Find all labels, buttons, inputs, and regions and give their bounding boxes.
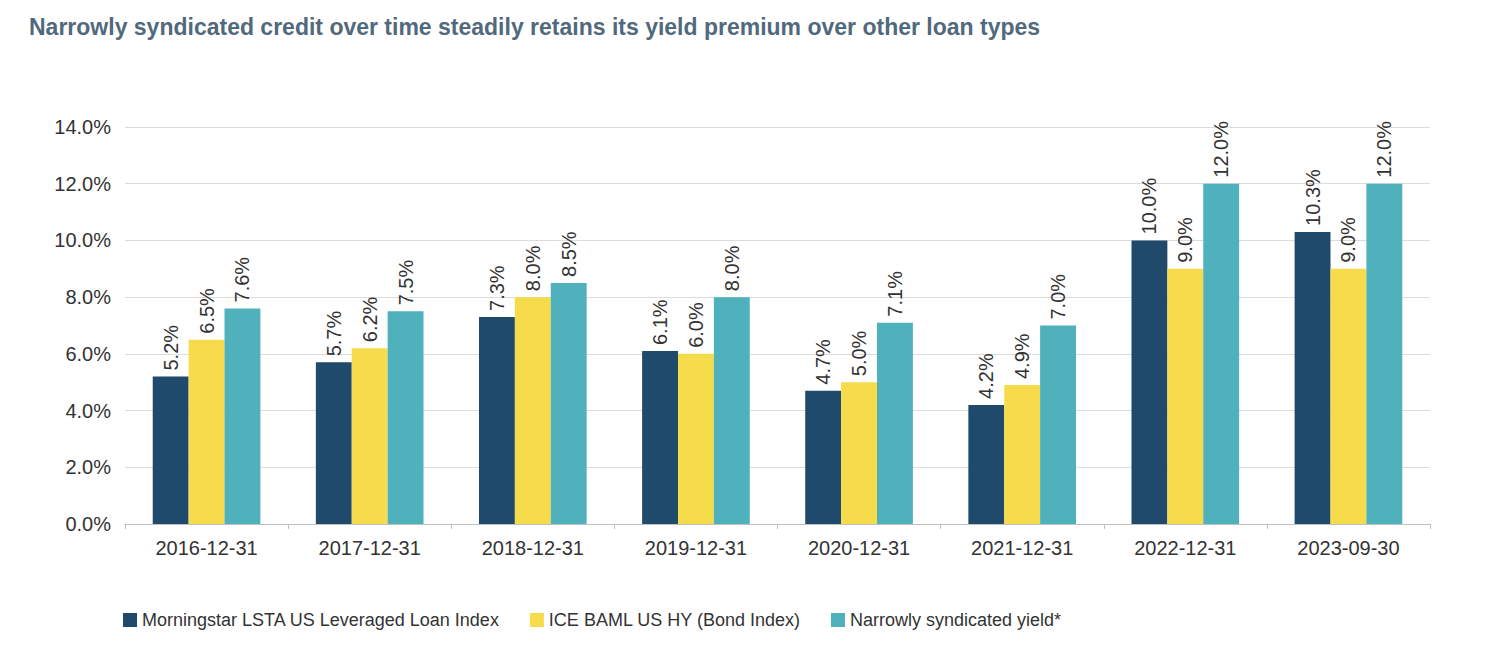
svg-text:4.9%: 4.9% [1011, 333, 1033, 379]
svg-text:0.0%: 0.0% [65, 513, 111, 535]
svg-text:10.0%: 10.0% [54, 229, 111, 251]
svg-text:ICE BAML US HY (Bond Index): ICE BAML US HY (Bond Index) [549, 610, 800, 630]
svg-text:10.0%: 10.0% [1138, 178, 1160, 235]
svg-text:6.5%: 6.5% [196, 288, 218, 334]
svg-text:2.0%: 2.0% [65, 456, 111, 478]
svg-text:4.7%: 4.7% [812, 339, 834, 385]
svg-text:Narrowly syndicated yield*: Narrowly syndicated yield* [850, 610, 1061, 630]
svg-text:Morningstar LSTA US Leveraged: Morningstar LSTA US Leveraged Loan Index [142, 610, 499, 630]
svg-text:2019-12-31: 2019-12-31 [645, 537, 747, 559]
svg-text:7.0%: 7.0% [1047, 274, 1069, 320]
svg-text:2017-12-31: 2017-12-31 [319, 537, 421, 559]
svg-text:7.6%: 7.6% [231, 257, 253, 303]
svg-text:7.3%: 7.3% [486, 265, 508, 311]
svg-text:7.5%: 7.5% [395, 260, 417, 306]
svg-text:14.0%: 14.0% [54, 116, 111, 138]
svg-text:9.0%: 9.0% [1337, 217, 1359, 263]
svg-text:6.0%: 6.0% [65, 343, 111, 365]
svg-text:2018-12-31: 2018-12-31 [482, 537, 584, 559]
svg-text:2020-12-31: 2020-12-31 [808, 537, 910, 559]
svg-text:5.0%: 5.0% [848, 330, 870, 376]
svg-text:4.2%: 4.2% [975, 353, 997, 399]
svg-text:9.0%: 9.0% [1174, 217, 1196, 263]
svg-text:5.2%: 5.2% [160, 325, 182, 371]
svg-text:10.3%: 10.3% [1302, 169, 1324, 226]
svg-text:2016-12-31: 2016-12-31 [155, 537, 257, 559]
svg-text:12.0%: 12.0% [54, 173, 111, 195]
svg-text:6.2%: 6.2% [359, 296, 381, 342]
svg-text:2021-12-31: 2021-12-31 [971, 537, 1073, 559]
svg-text:5.7%: 5.7% [323, 311, 345, 357]
svg-text:12.0%: 12.0% [1373, 121, 1395, 178]
svg-text:4.0%: 4.0% [65, 400, 111, 422]
svg-text:6.1%: 6.1% [649, 299, 671, 345]
svg-text:8.0%: 8.0% [65, 286, 111, 308]
svg-text:2022-12-31: 2022-12-31 [1134, 537, 1236, 559]
svg-text:12.0%: 12.0% [1210, 121, 1232, 178]
svg-text:7.1%: 7.1% [884, 271, 906, 317]
svg-text:8.5%: 8.5% [558, 231, 580, 277]
svg-text:6.0%: 6.0% [685, 302, 707, 348]
svg-text:8.0%: 8.0% [721, 245, 743, 291]
svg-text:2023-09-30: 2023-09-30 [1297, 537, 1399, 559]
svg-text:8.0%: 8.0% [522, 245, 544, 291]
svg-text:Narrowly syndicated credit ove: Narrowly syndicated credit over time ste… [29, 14, 1040, 40]
